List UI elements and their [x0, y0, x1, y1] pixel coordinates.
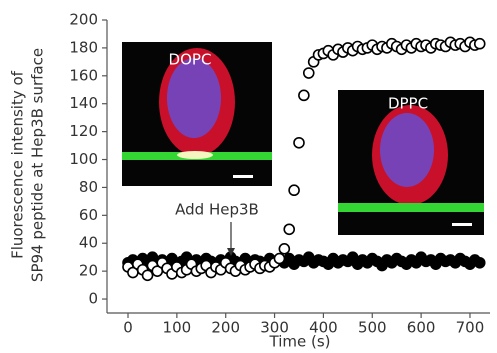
- y-tick-label: 140: [69, 94, 98, 112]
- y-tick-label: 180: [69, 38, 98, 56]
- y-tick-label: 200: [69, 11, 98, 29]
- y-axis-label: Fluorescence intensity of: [9, 70, 27, 259]
- chart: 0204060801001201401601802000100200300400…: [0, 0, 497, 353]
- data-point: [274, 254, 284, 264]
- annotation: Add Hep3B: [175, 201, 259, 219]
- data-point: [284, 224, 294, 234]
- data-point: [294, 138, 304, 148]
- y-tick-label: 60: [79, 206, 98, 224]
- y-tick-label: 20: [79, 262, 98, 280]
- y-tick-label: 120: [69, 122, 98, 140]
- x-tick-label: 100: [163, 319, 192, 337]
- data-point: [143, 270, 153, 280]
- data-point: [475, 39, 485, 49]
- data-point: [289, 185, 299, 195]
- x-tick-label: 500: [358, 319, 387, 337]
- x-tick-label: 200: [211, 319, 240, 337]
- data-point: [475, 258, 485, 268]
- x-tick-label: 0: [123, 319, 133, 337]
- contact: [177, 151, 213, 159]
- inset-dppc: DPPC: [338, 90, 484, 235]
- data-point: [299, 90, 309, 100]
- x-tick-label: 700: [456, 319, 485, 337]
- x-axis-label: Time (s): [269, 333, 331, 351]
- scale-bar: [452, 223, 472, 226]
- nucleus: [167, 58, 221, 138]
- y-tick-label: 0: [88, 290, 98, 308]
- y-tick-label: 80: [79, 178, 98, 196]
- y-tick-label: 100: [69, 150, 98, 168]
- nucleus: [380, 113, 434, 187]
- inset-dopc: DOPC: [122, 42, 272, 186]
- inset-label: DPPC: [388, 95, 428, 113]
- inset-label: DOPC: [169, 51, 212, 69]
- scale-bar: [233, 175, 253, 178]
- y-tick-label: 160: [69, 66, 98, 84]
- data-point: [304, 68, 314, 78]
- x-tick-label: 600: [407, 319, 436, 337]
- data-point: [279, 244, 289, 254]
- membrane: [338, 203, 484, 212]
- y-axis-label: SP94 peptide at Hep3B surface: [29, 48, 47, 282]
- y-tick-label: 40: [79, 234, 98, 252]
